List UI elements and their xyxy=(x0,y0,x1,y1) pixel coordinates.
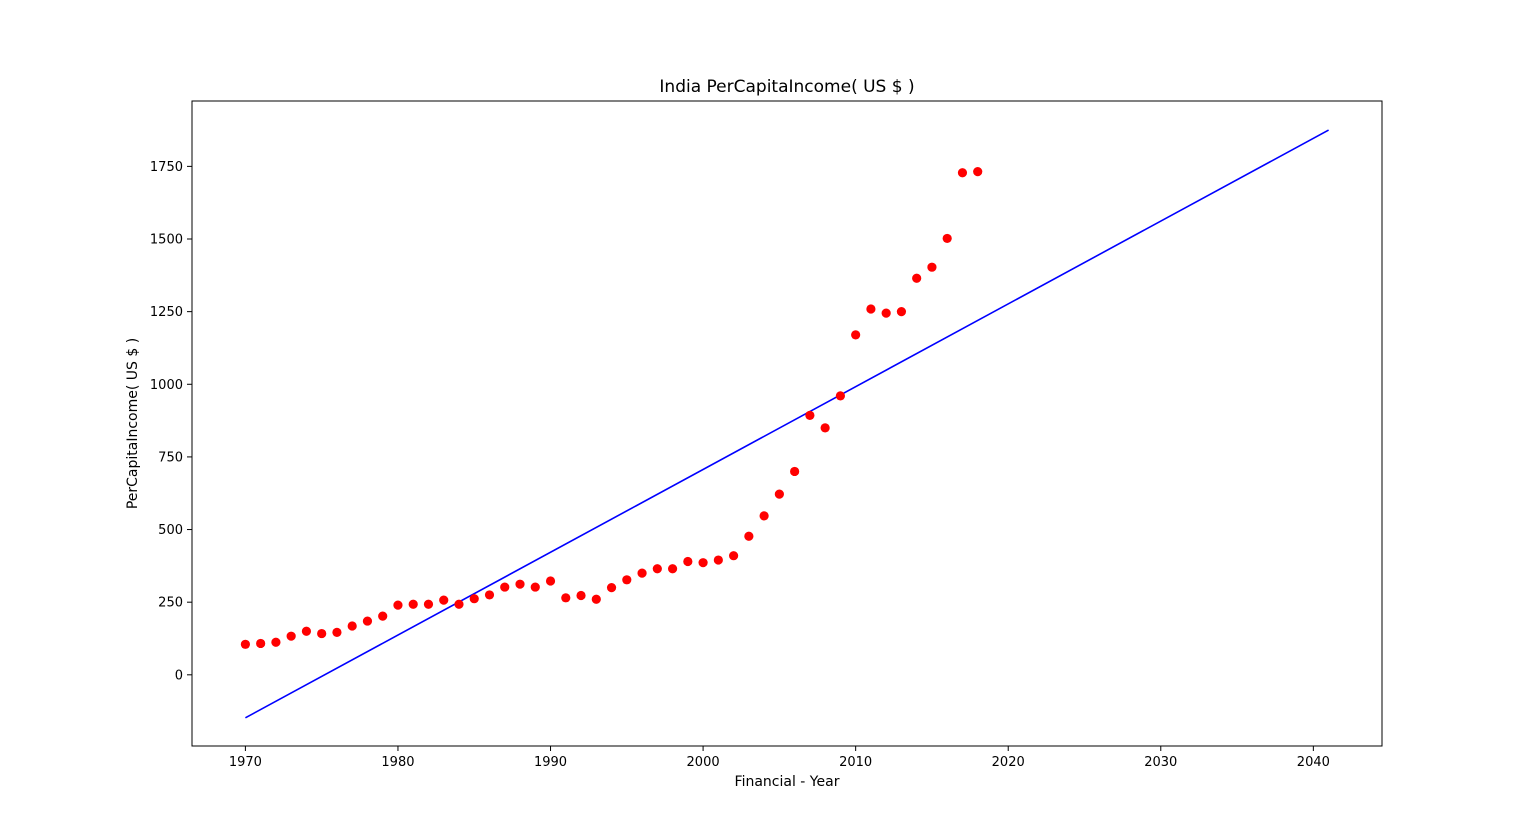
data-point xyxy=(515,579,525,589)
x-tick-label: 2040 xyxy=(1297,755,1330,770)
data-point xyxy=(744,531,754,541)
y-tick-label: 1000 xyxy=(150,378,183,393)
y-tick-label: 500 xyxy=(158,523,183,538)
x-tick-label: 1990 xyxy=(534,755,567,770)
y-axis-title: PerCapitaIncome( US $ ) xyxy=(125,338,141,509)
data-point xyxy=(896,307,907,317)
x-axis-title: Financial - Year xyxy=(735,774,840,790)
data-point xyxy=(423,599,434,609)
data-point xyxy=(240,639,250,649)
data-point xyxy=(622,575,632,585)
data-point xyxy=(805,410,815,420)
regression-line xyxy=(245,129,1329,719)
y-tick-label: 750 xyxy=(158,450,183,465)
y-tick-label: 250 xyxy=(158,596,183,611)
data-point xyxy=(820,423,830,433)
data-point xyxy=(729,551,739,561)
data-point xyxy=(576,590,586,601)
x-tick-label: 2030 xyxy=(1144,755,1177,770)
data-point xyxy=(469,594,479,604)
data-point xyxy=(606,583,617,593)
data-point xyxy=(286,631,296,641)
data-point xyxy=(347,621,357,631)
data-point xyxy=(545,576,556,586)
data-point xyxy=(530,582,540,592)
y-tick-label: 0 xyxy=(175,668,183,683)
y-tick-label: 1500 xyxy=(150,233,183,248)
data-point xyxy=(484,590,495,600)
data-point xyxy=(774,489,784,499)
y-tick-label: 1250 xyxy=(150,305,183,320)
data-point xyxy=(500,582,510,592)
data-point xyxy=(759,511,769,521)
data-point xyxy=(301,626,312,636)
x-tick-label: 1970 xyxy=(229,755,262,770)
data-point xyxy=(637,568,647,578)
data-point xyxy=(393,600,403,610)
data-point xyxy=(439,595,449,605)
data-point xyxy=(713,555,723,565)
data-point xyxy=(881,308,891,318)
data-point xyxy=(835,391,845,401)
data-point xyxy=(408,599,418,609)
x-tick-label: 1980 xyxy=(381,755,414,770)
data-point xyxy=(332,627,342,637)
data-point xyxy=(256,638,266,649)
data-point xyxy=(683,556,693,567)
axis-ticks: 1970 1980 1990 2000 2010 2020 2030 2040 0 250 500 7… xyxy=(150,160,1330,770)
axes-frame xyxy=(191,100,1383,747)
data-point xyxy=(317,628,327,639)
chart-title: India PerCapitaIncome( US $ ) xyxy=(659,77,914,97)
data-point xyxy=(942,233,952,244)
data-point xyxy=(378,611,388,621)
plot-area xyxy=(240,129,1329,719)
data-point xyxy=(667,564,678,574)
data-point xyxy=(698,558,708,568)
data-point xyxy=(362,616,373,626)
data-point xyxy=(851,330,861,340)
data-point xyxy=(790,466,800,477)
x-tick-label: 2010 xyxy=(839,755,872,770)
data-point xyxy=(652,564,662,574)
data-point xyxy=(912,273,922,283)
x-tick-label: 2020 xyxy=(992,755,1025,770)
data-point xyxy=(271,637,281,647)
data-point xyxy=(866,304,876,314)
data-point xyxy=(927,262,937,272)
data-point xyxy=(561,593,571,603)
x-tick-label: 2000 xyxy=(687,755,720,770)
data-point xyxy=(973,167,983,177)
data-point xyxy=(454,599,464,609)
data-point xyxy=(957,168,968,178)
data-point xyxy=(591,594,601,604)
y-tick-label: 1750 xyxy=(150,160,183,175)
